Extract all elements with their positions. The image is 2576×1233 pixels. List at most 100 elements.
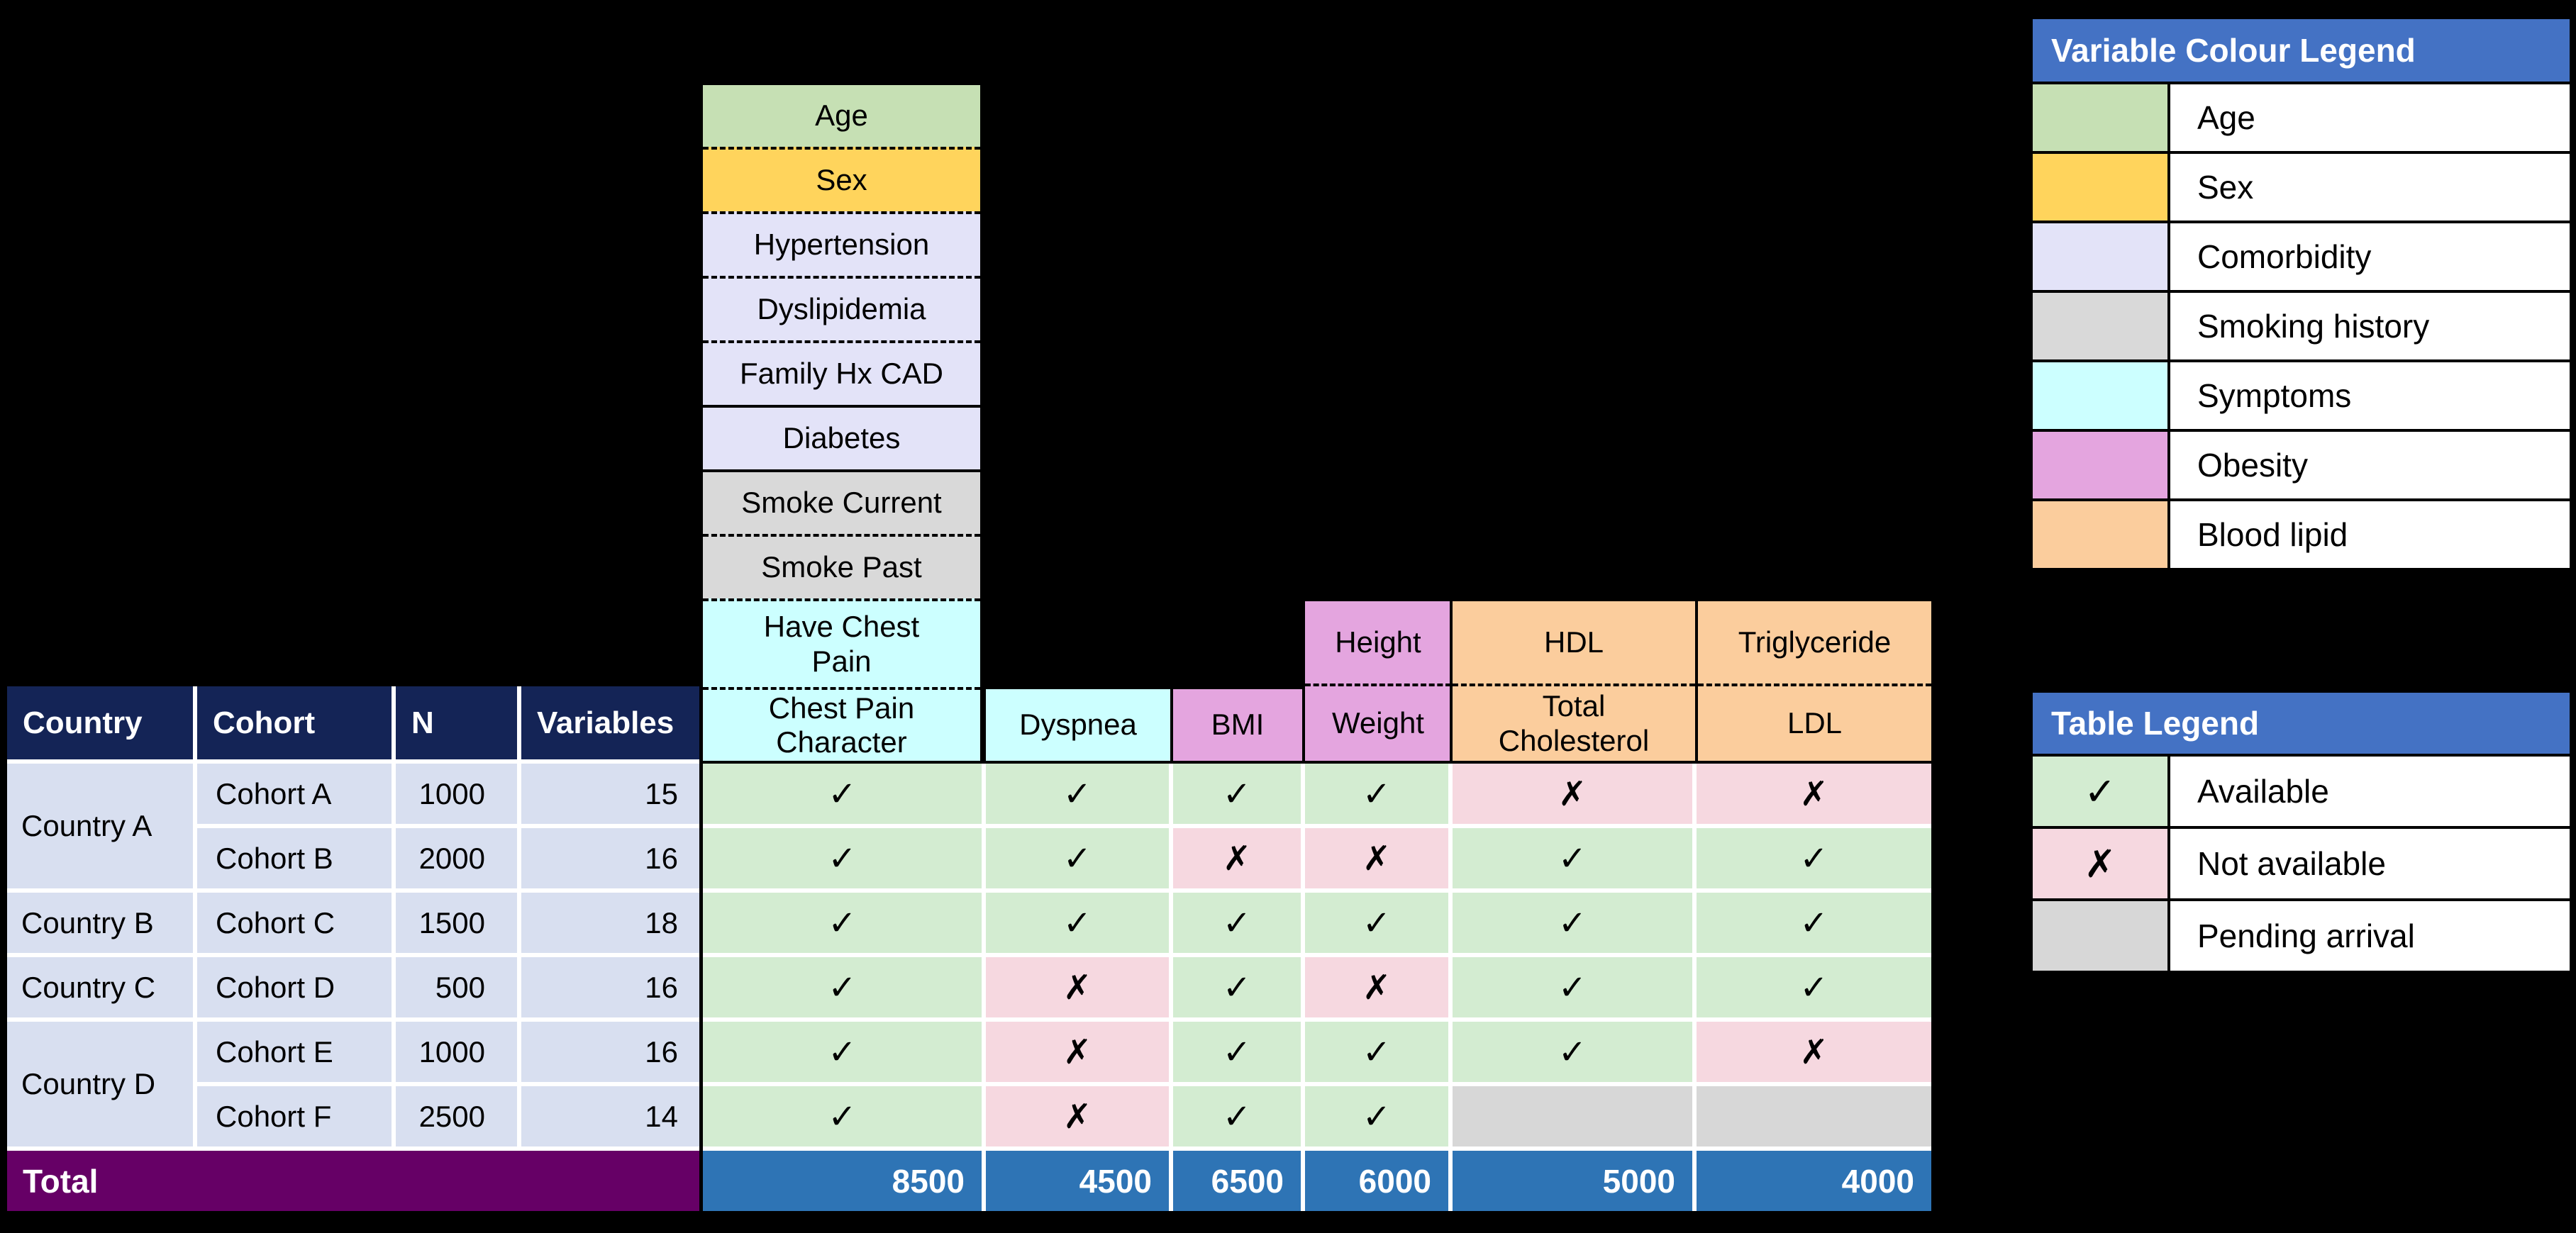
availability-mark: ✓ [1558,839,1587,878]
availability-mark: ✓ [1362,775,1392,813]
legend-label: Comorbidity [2170,223,2570,290]
matrix-cell: ✓ [1305,764,1448,824]
availability-mark: ✓ [1799,839,1828,878]
cohort-cell: Cohort E [197,1022,392,1082]
column-header-bmi: BMI [1170,686,1305,764]
stack-label: Chest Pain Character [768,691,915,759]
column-header-dyspnea: Dyspnea [983,686,1173,764]
stack-cell-family-hx-cad: Family Hx CAD [703,340,980,405]
stack-label: Smoke Past [761,550,922,584]
availability-mark: ✗ [1222,839,1252,878]
header-label: Weight [1332,706,1424,740]
availability-mark: ✓ [1362,1098,1392,1136]
stack-cell-smoke-past: Smoke Past [703,534,980,598]
availability-mark: ✓ [1222,969,1252,1007]
total-value: 6500 [1173,1151,1301,1211]
column-header-country: Country [7,686,193,759]
legend-swatch-available: ✓ [2033,757,2167,826]
stack-cell-have-chest-pain: Have Chest Pain [703,598,980,687]
header-label: BMI [1211,708,1265,742]
cross-mark-icon: ✗ [2084,842,2116,886]
stack-cell-dyslipidemia: Dyslipidemia [703,276,980,340]
legend-swatch-pending [2033,901,2167,971]
matrix-cell: ✗ [1697,764,1931,824]
matrix-cell: ✓ [1697,893,1931,953]
availability-mark: ✗ [1799,1033,1828,1071]
cohort-cell: Cohort D [197,957,392,1017]
matrix-cell: ✓ [1697,957,1931,1017]
stack-label: Dyslipidemia [757,292,926,326]
n-cell: 2000 [396,828,517,888]
header-label: LDL [1787,706,1843,740]
stack-label: Hypertension [753,228,930,262]
column-header-hdl-total-cholesterol: HDL Total Cholesterol [1450,598,1698,764]
matrix-cell: ✗ [986,957,1169,1017]
stack-label: Sex [816,163,867,197]
stack-cell-diabetes: Diabetes [703,405,980,469]
cohort-cell: Cohort B [197,828,392,888]
matrix-cell: ✓ [1453,828,1692,888]
availability-mark: ✓ [828,1098,857,1136]
total-row-label: Total [7,1151,699,1211]
cohort-cell: Cohort F [197,1086,392,1146]
matrix-cell: ✓ [1305,893,1448,953]
legend-swatch-sex [2033,154,2167,221]
availability-mark: ✓ [1222,1033,1252,1071]
legend-swatch-age [2033,84,2167,151]
legend-label: Obesity [2170,432,2570,498]
availability-mark: ✗ [1062,969,1092,1007]
variables-cell: 16 [521,1022,699,1082]
stack-label: Smoke Current [741,486,942,520]
header-label: Triglyceride [1738,625,1892,659]
cohort-table: Country Cohort N Variables Country A Coh… [7,686,699,1211]
legend-title: Table Legend [2033,693,2570,754]
legend-label: Pending arrival [2170,901,2570,971]
legend-swatch-smoking-history [2033,293,2167,359]
stack-label: Have Chest Pain [763,610,920,678]
matrix-cell: ✓ [703,828,982,888]
stack-cell-sex: Sex [703,147,980,211]
total-value: 5000 [1453,1151,1692,1211]
availability-mark: ✓ [1222,904,1252,942]
header-cell-ldl: LDL [1698,684,1931,761]
availability-mark: ✓ [1558,904,1587,942]
availability-mark: ✓ [1799,969,1828,1007]
legend-swatch-blood-lipid [2033,501,2167,568]
header-cell: Dyspnea [986,689,1170,761]
availability-mark: ✓ [828,775,857,813]
country-cell: Country A [7,764,193,888]
column-header-triglyceride-ldl: Triglyceride LDL [1695,598,1934,764]
column-header-height-weight: Height Weight [1302,598,1454,764]
matrix-cell: ✗ [1305,957,1448,1017]
cohort-cell: Cohort C [197,893,392,953]
n-cell: 500 [396,957,517,1017]
stack-label: Family Hx CAD [739,357,943,391]
header-label: Total Cholesterol [1498,689,1650,757]
matrix-cell: ✗ [1453,764,1692,824]
check-mark-icon: ✓ [2084,770,2116,813]
matrix-cell: ✓ [1173,1022,1301,1082]
matrix-cell: ✓ [1173,764,1301,824]
header-cell-height: Height [1305,601,1451,684]
availability-mark: ✓ [1062,839,1092,878]
availability-mark: ✓ [1362,1033,1392,1071]
availability-mark: ✓ [828,904,857,942]
matrix-cell: ✓ [986,828,1169,888]
legend-label: Not available [2170,829,2570,898]
matrix-cell: ✓ [986,893,1169,953]
header-label: Dyspnea [1019,708,1137,742]
availability-mark: ✓ [1222,775,1252,813]
matrix-cell: ✓ [1173,893,1301,953]
variable-colour-legend: Variable Colour Legend Age Sex Comorbidi… [2030,16,2572,571]
legend-swatch-obesity [2033,432,2167,498]
column-header-variables: Variables [521,686,699,759]
legend-label: Smoking history [2170,293,2570,359]
availability-mark: ✓ [1799,904,1828,942]
variables-cell: 16 [521,957,699,1017]
total-value: 8500 [703,1151,982,1211]
matrix-cell: ✗ [986,1086,1169,1146]
availability-mark: ✗ [1362,839,1392,878]
matrix-cell: ✓ [1697,828,1931,888]
matrix-cell: ✓ [1453,957,1692,1017]
